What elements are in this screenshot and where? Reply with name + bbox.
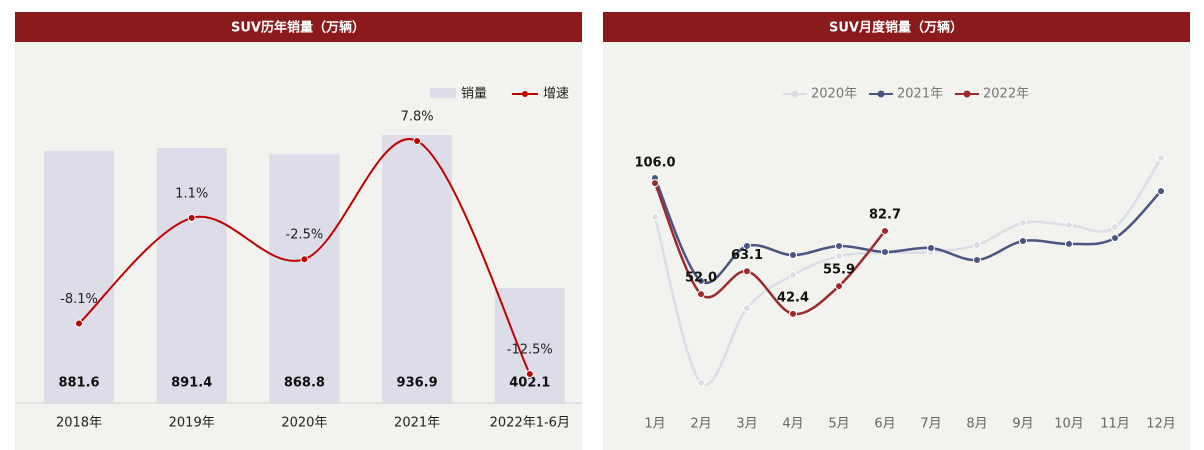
point (1019, 218, 1027, 227)
legend-swatch (522, 91, 528, 97)
bar (382, 135, 453, 403)
point (75, 319, 83, 328)
point (1065, 221, 1073, 230)
x-tick-label: 7月 (920, 417, 941, 432)
point (697, 378, 705, 387)
x-tick-label: 8月 (966, 417, 987, 432)
bar-label: 936.9 (397, 376, 438, 391)
bar-label: 881.6 (58, 376, 99, 391)
legend-swatch (963, 90, 971, 98)
x-tick-label: 3月 (736, 417, 757, 432)
point (300, 255, 309, 264)
data-label: 106.0 (634, 156, 675, 171)
data-label: 82.7 (869, 207, 901, 222)
chart-title: SUV历年销量（万辆） (231, 20, 365, 36)
point (973, 255, 981, 264)
point (1111, 223, 1119, 232)
point (743, 304, 751, 313)
line-label: 7.8% (401, 110, 434, 125)
line-label: -12.5% (507, 343, 553, 358)
line-label: -8.1% (60, 292, 98, 307)
bar-label: 402.1 (509, 376, 550, 391)
point (835, 241, 843, 250)
x-tick-label: 9月 (1012, 417, 1033, 432)
point (187, 213, 196, 222)
data-label: 55.9 (823, 263, 855, 278)
point (1157, 154, 1165, 162)
chart-title: SUV月度销量（万辆） (829, 20, 963, 36)
point (697, 290, 705, 299)
legend-label: 增速 (543, 87, 569, 102)
point (1019, 237, 1027, 246)
x-tick-label: 1月 (644, 417, 665, 432)
point (697, 276, 705, 285)
bar (494, 287, 565, 403)
x-tick-label: 10月 (1054, 417, 1084, 432)
point (743, 241, 751, 250)
x-tick-label: 11月 (1100, 417, 1130, 432)
point (789, 270, 797, 279)
point (789, 251, 797, 260)
legend-swatch (430, 88, 456, 98)
line (78, 138, 531, 375)
point (651, 179, 659, 188)
legend-label: 2020年 (811, 87, 857, 102)
x-tick-label: 6月 (874, 417, 895, 432)
x-tick-label: 2月 (690, 417, 711, 432)
x-tick-label: 2021年 (394, 416, 440, 431)
bar (44, 150, 114, 403)
point (881, 226, 889, 235)
point (973, 240, 981, 249)
bar-label: 868.8 (284, 376, 325, 391)
point (1111, 233, 1119, 242)
point (927, 244, 935, 253)
point (1157, 187, 1165, 196)
legend-label: 销量 (461, 87, 487, 102)
point (881, 247, 889, 256)
legend-label: 2021年 (897, 87, 943, 102)
bar (156, 148, 227, 403)
point (651, 213, 659, 222)
bar (269, 154, 340, 403)
point (413, 137, 422, 145)
point (525, 370, 534, 378)
point (789, 309, 797, 318)
point (1065, 239, 1073, 248)
legend-swatch (791, 90, 799, 98)
data-label: 52.0 (685, 271, 717, 286)
point (835, 282, 843, 291)
panel-bg (603, 42, 1190, 450)
point (743, 267, 751, 276)
data-label: 63.1 (731, 248, 763, 263)
point (835, 252, 843, 261)
line-label: -2.5% (286, 228, 324, 243)
x-tick-label: 4月 (782, 417, 803, 432)
title-bar (603, 12, 1190, 42)
x-tick-label: 2018年 (56, 416, 102, 431)
x-tick-label: 12月 (1146, 417, 1176, 432)
legend-label: 2022年 (983, 87, 1029, 102)
x-tick-label: 2019年 (169, 416, 215, 431)
bar-label: 891.4 (171, 376, 212, 391)
title-bar (15, 12, 582, 42)
data-label: 42.4 (777, 290, 809, 305)
x-tick-label: 5月 (828, 417, 849, 432)
line-label: 1.1% (175, 186, 208, 201)
x-tick-label: 2020年 (281, 416, 327, 431)
line (653, 177, 1162, 285)
x-tick-label: 2022年1-6月 (490, 416, 570, 431)
legend-swatch (877, 90, 885, 98)
